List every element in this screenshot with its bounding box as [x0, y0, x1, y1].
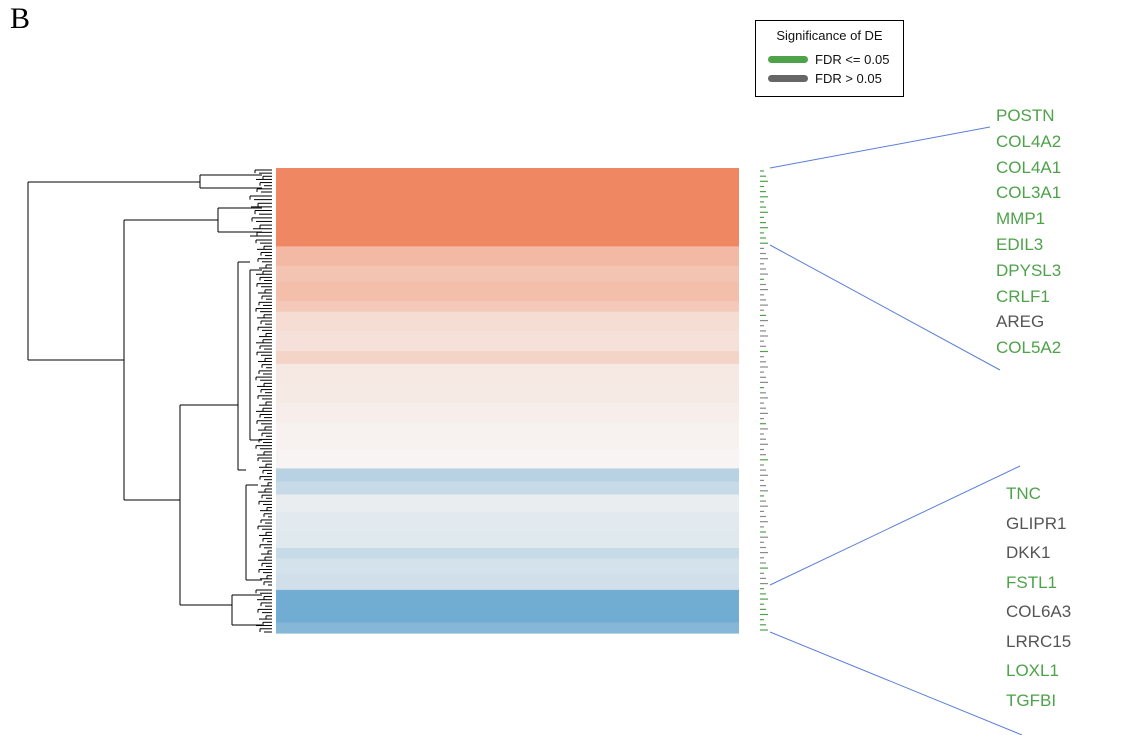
heatmap-row-7 [276, 331, 739, 352]
heatmap-row-18 [276, 529, 739, 549]
heatmap-row-4 [276, 281, 739, 302]
heatmap-row-16 [276, 494, 739, 513]
heatmap-row-14 [276, 468, 739, 483]
heatmap-row-23 [276, 622, 739, 634]
heatmap-row-12 [276, 422, 739, 450]
heatmap-row-10 [276, 383, 739, 404]
gene-label-dpysl3: DPYSL3 [996, 260, 1062, 280]
dendrogram [27, 169, 272, 633]
heatmap-body [276, 168, 739, 634]
gene-label-col4a1: COL4A1 [996, 157, 1062, 177]
gene-label-glipr1: GLIPR1 [1006, 513, 1067, 533]
gene-label-col6a3: COL6A3 [1006, 602, 1072, 621]
connector-lower-top [769, 465, 1021, 586]
heatmap-row-17 [276, 511, 739, 531]
gene-label-crlf1: CRLF1 [996, 286, 1050, 306]
legend-swatch-significant [768, 55, 808, 63]
gene-label-col5a2: COL5A2 [996, 338, 1062, 358]
gene-label-edil3: EDIL3 [996, 235, 1044, 254]
heatmap-row-8 [276, 350, 739, 365]
heatmap-row-2 [276, 246, 739, 267]
panel-label: B [10, 2, 31, 35]
legend-label-significant: FDR <= 0.05 [815, 51, 890, 67]
heatmap-row-22 [276, 589, 739, 624]
gene-label-lrrc15: LRRC15 [1006, 631, 1072, 651]
gene-label-col3a1: COL3A1 [996, 183, 1062, 203]
heatmap-row-0 [276, 168, 739, 208]
heatmap-row-15 [276, 481, 739, 496]
zoom-connectors [769, 126, 1023, 735]
legend-item-significant: FDR <= 0.05 [768, 51, 889, 67]
gene-label-fstl1: FSTL1 [1006, 572, 1058, 592]
legend-title: Significance of DE [776, 28, 883, 43]
gene-label-dkk1: DKK1 [1006, 543, 1051, 562]
heatmap-row-3 [276, 265, 739, 283]
gene-label-tnc: TNC [1006, 484, 1041, 503]
heatmap-row-20 [276, 558, 739, 575]
gene-label-mmp1: MMP1 [996, 209, 1046, 229]
heatmap-row-1 [276, 207, 739, 247]
heatmap-row-6 [276, 311, 739, 332]
upper-gene-list: POSTN COL4A2 COL4A1 COL3A1 MMP1 EDIL3 DPYSL3 CR… [996, 106, 1116, 366]
heatmap-row-21 [276, 574, 739, 591]
row-label-ticks [760, 170, 768, 631]
lower-gene-list: TNC GLIPR1 DKK1 FSTL1 COL6A3 LRRC15 LOXL1 TGFBI [1006, 484, 1126, 724]
legend-item-not-significant: FDR > 0.05 [768, 70, 882, 86]
connector-upper-top [769, 126, 991, 169]
heatmap-row-5 [276, 301, 739, 313]
heatmap-row-11 [276, 403, 739, 424]
significance-legend: Significance of DE FDR <= 0.05 FDR > 0.0… [755, 20, 904, 97]
gene-label-areg: AREG [996, 312, 1045, 332]
heatmap-row-13 [276, 448, 739, 470]
connector-upper-bottom [769, 244, 1001, 371]
gene-label-loxl1: LOXL1 [1006, 661, 1059, 680]
gene-label-tgfbi: TGFBI [1006, 690, 1057, 710]
heatmap-row-19 [276, 548, 739, 560]
gene-label-col4a2: COL4A2 [996, 131, 1062, 151]
gene-label-postn: POSTN [996, 106, 1055, 125]
legend-label-not-significant: FDR > 0.05 [815, 70, 882, 86]
heatmap-row-9 [276, 363, 739, 385]
legend-swatch-not-significant [768, 74, 808, 82]
connector-lower-bottom [769, 631, 1023, 735]
